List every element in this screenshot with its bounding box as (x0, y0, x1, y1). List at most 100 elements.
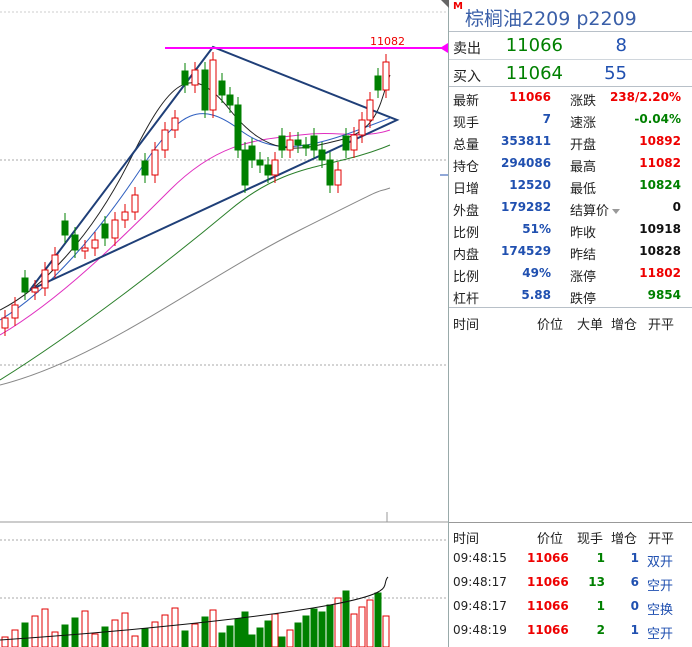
stat-value: 11082 (639, 156, 681, 170)
volume-bar (334, 597, 342, 647)
volume-bar (191, 623, 199, 647)
ma-line-5 (0, 74, 391, 311)
stat-label: 总量 (453, 138, 480, 153)
stat-label: 比例 (453, 270, 480, 285)
ma-line-10 (0, 113, 391, 321)
col-oi: 增仓 (611, 318, 638, 333)
stat-value: 11066 (509, 90, 551, 104)
volume-bar (256, 627, 264, 647)
candle-body (191, 69, 199, 86)
col-price: 价位 (537, 532, 564, 547)
candle-body (326, 159, 334, 186)
stat-label: 昨结 (570, 244, 596, 263)
stat-label-text: 跌停 (570, 292, 597, 307)
open-interest-line (0, 576, 389, 641)
volume-bar (171, 607, 179, 647)
candle-body (31, 287, 39, 293)
volume-bar (111, 619, 119, 647)
candle-body (302, 144, 310, 149)
candle-body (151, 149, 159, 176)
candle-body (141, 160, 149, 176)
stats-row: 持仓 294086 最高 11082 (449, 153, 692, 175)
tick-price: 11066 (527, 575, 569, 589)
volume-bar (21, 622, 29, 647)
ask-price: 11066 (505, 35, 563, 56)
kline-chart-area[interactable]: 11082 (0, 0, 448, 647)
stat-value: 11802 (639, 266, 681, 280)
stat-label: 杠杆 (453, 292, 480, 307)
volume-bar (264, 620, 272, 647)
stat-value: 5.88 (521, 288, 551, 302)
stat-label: 最高 (570, 156, 596, 175)
tick-row[interactable]: 09:48:17 11066 1 0 空换 (449, 594, 692, 618)
volume-bar (131, 635, 139, 647)
volume-bar (248, 634, 256, 647)
instrument-name: 棕榈油2209 p2209 (465, 4, 643, 31)
ma-line-long (0, 187, 391, 386)
stat-value: 10918 (639, 222, 681, 236)
stat-label-text: 最高 (570, 160, 597, 175)
stat-label: 内盘 (453, 248, 480, 263)
stat-label-text: 昨结 (570, 248, 597, 263)
candle-body (382, 61, 390, 91)
bid-row[interactable]: 买入 11064 55 (449, 60, 692, 88)
stat-label: 日增 (453, 182, 480, 197)
stat-value: -0.04% (634, 112, 681, 126)
stat-value: 179282 (501, 200, 552, 214)
col-type: 开平 (648, 532, 675, 547)
tick-type: 空换 (647, 603, 674, 618)
volume-bar (286, 629, 294, 647)
stat-value: 51% (522, 222, 551, 236)
triangle-trendline (29, 45, 400, 291)
tick-time: 09:48:15 (453, 551, 507, 565)
volume-bar (31, 615, 39, 647)
col-time: 时间 (453, 318, 480, 333)
tick-time: 09:48:19 (453, 623, 507, 637)
tick-oi: 1 (630, 623, 639, 637)
candle-body (161, 129, 169, 151)
tick-oi: 1 (630, 551, 639, 565)
stat-label: 涨停 (570, 266, 596, 285)
volume-bar (181, 630, 189, 647)
stats-row: 杠杆 5.88 跌停 9854 (449, 285, 692, 307)
tick-row[interactable]: 09:48:19 11066 2 1 空开 (449, 618, 692, 642)
tick-volume: 2 (596, 623, 605, 637)
volume-bar (271, 613, 279, 647)
stats-table: 最新 11066 涨跌 238/2.20% 现手 7 速涨 -0.04% 总量 353811 开盘 1… (449, 86, 692, 308)
tick-row[interactable]: 09:48:17 11066 13 6 空开 (449, 570, 692, 594)
stats-row: 外盘 179282 结算价 0 (449, 197, 692, 219)
stat-label: 开盘 (570, 134, 596, 153)
candle-body (41, 269, 49, 289)
tick-time: 09:48:17 (453, 599, 507, 613)
volume-bar (61, 624, 69, 647)
candle-body (358, 119, 366, 136)
ask-row[interactable]: 卖出 11066 8 (449, 32, 692, 60)
bid-label: 买入 (453, 69, 481, 85)
candle-body (181, 70, 189, 86)
volume-bar (374, 592, 382, 647)
volume-bar (51, 631, 59, 647)
stat-label-text: 结算价 (570, 204, 610, 219)
dropdown-arrow-icon[interactable] (612, 209, 621, 214)
candle-body (234, 104, 242, 151)
kline-chart[interactable]: 11082 (0, 0, 448, 647)
tick-row[interactable]: 09:48:15 11066 1 1 双开 (449, 546, 692, 570)
volume-bar (226, 625, 234, 647)
candlestick-series (1, 52, 390, 336)
candle-body (318, 149, 326, 161)
candle-body (11, 304, 19, 319)
col-volume: 现手 (577, 532, 604, 547)
stat-label-text: 涨跌 (570, 94, 597, 109)
col-oi: 增仓 (611, 532, 638, 547)
tick-volume: 1 (596, 551, 605, 565)
candle-body (121, 211, 129, 221)
volume-bar (294, 622, 302, 647)
volume-bar (366, 599, 374, 647)
col-time: 时间 (453, 532, 480, 547)
tick-type: 空开 (647, 627, 674, 642)
stat-value: 10828 (639, 244, 681, 258)
candle-body (286, 139, 294, 151)
candle-body (248, 145, 256, 161)
candle-body (71, 234, 79, 251)
stat-label: 速涨 (570, 112, 596, 131)
